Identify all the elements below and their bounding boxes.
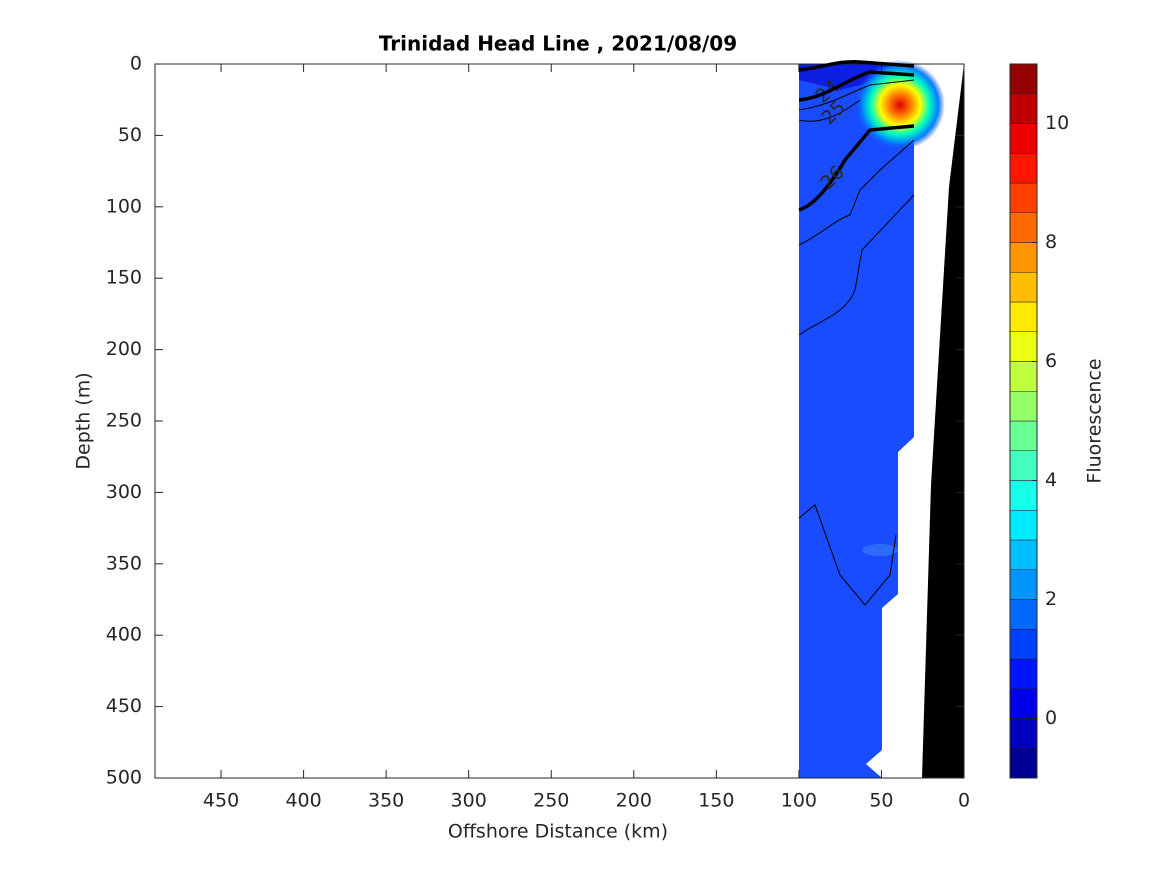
colorbar-segment xyxy=(1009,420,1038,451)
contour-line xyxy=(798,194,915,336)
fill-region xyxy=(799,64,914,778)
y-tick-label: 100 xyxy=(106,195,142,217)
fill-patch xyxy=(862,544,898,556)
colorbar-tick-label: 0 xyxy=(1045,707,1057,729)
x-tick-label: 50 xyxy=(869,790,893,812)
colorbar-segment xyxy=(1009,629,1038,660)
y-tick-label: 300 xyxy=(106,481,142,503)
colorbar-segment xyxy=(1009,331,1038,362)
field xyxy=(798,60,964,778)
colorbar-segment xyxy=(1009,480,1038,511)
colorbar-segment xyxy=(1009,361,1038,392)
bathymetry xyxy=(922,64,964,778)
y-tick-label: 400 xyxy=(106,624,142,646)
colorbar-segment xyxy=(1009,272,1038,303)
x-tick-label: 450 xyxy=(203,790,239,812)
y-tick-label: 50 xyxy=(118,124,142,146)
y-tick-label: 0 xyxy=(130,53,142,75)
colorbar-box xyxy=(1009,63,1038,779)
x-tick-label: 350 xyxy=(368,790,404,812)
colorbar-segment xyxy=(1009,93,1038,124)
colorbar-segment xyxy=(1009,242,1038,273)
colorbar-label: Fluorescence xyxy=(1084,358,1106,483)
colorbar-segment xyxy=(1009,748,1038,779)
y-axis-label: Depth (m) xyxy=(73,372,95,469)
colorbar-segment xyxy=(1009,599,1038,630)
colorbar-tick-label: 10 xyxy=(1045,112,1069,134)
colorbar-segment xyxy=(1009,391,1038,422)
colorbar-segment xyxy=(1009,63,1038,94)
contour-line xyxy=(798,70,915,102)
x-tick-label: 100 xyxy=(781,790,817,812)
x-tick-label: 400 xyxy=(285,790,321,812)
fill-peak xyxy=(855,60,945,150)
y-tick-label: 450 xyxy=(106,695,142,717)
x-tick-label: 200 xyxy=(616,790,652,812)
contour-line xyxy=(798,59,915,72)
x-tick-label: 300 xyxy=(451,790,487,812)
contour-line xyxy=(798,139,915,246)
x-tick-label: 250 xyxy=(533,790,569,812)
contour-line xyxy=(798,79,915,111)
colorbar-tick-label: 6 xyxy=(1045,350,1057,372)
colorbar-tick-label: 8 xyxy=(1045,231,1057,253)
colorbar-segment xyxy=(1009,182,1038,213)
colorbar-segment xyxy=(1009,510,1038,541)
colorbar-segment xyxy=(1009,450,1038,481)
x-tick-label: 150 xyxy=(698,790,734,812)
colorbar-tick-label: 2 xyxy=(1045,588,1057,610)
colorbar-segment xyxy=(1009,212,1038,243)
colorbar-segment xyxy=(1009,539,1038,570)
colorbar-segment xyxy=(1009,153,1038,184)
y-tick-label: 500 xyxy=(106,767,142,789)
y-tick-label: 150 xyxy=(106,267,142,289)
contour-line xyxy=(798,99,861,122)
y-tick-label: 250 xyxy=(106,410,142,432)
colorbar-tick-label: 4 xyxy=(1045,469,1057,491)
contour-line xyxy=(798,124,915,212)
y-tick-label: 350 xyxy=(106,552,142,574)
colorbar-segment xyxy=(1009,123,1038,154)
x-axis-label: Offshore Distance (km) xyxy=(448,821,668,843)
x-tick-label: 0 xyxy=(958,790,970,812)
y-tick-label: 200 xyxy=(106,338,142,360)
chart-title: Trinidad Head Line , 2021/08/09 xyxy=(379,32,737,56)
colorbar-segment xyxy=(1009,301,1038,332)
colorbar-segment xyxy=(1009,688,1038,719)
contour-line xyxy=(798,504,897,606)
colorbar-segment xyxy=(1009,569,1038,600)
colorbar-segment xyxy=(1009,718,1038,749)
colorbar-segment xyxy=(1009,658,1038,689)
